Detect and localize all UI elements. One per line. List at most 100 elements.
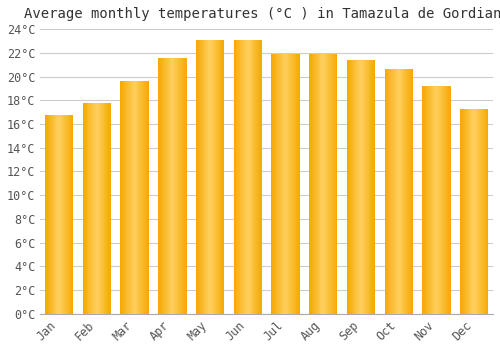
Bar: [406, 69, 407, 314]
Bar: [296, 54, 297, 314]
Bar: [464, 108, 465, 314]
Bar: [463, 108, 464, 314]
Bar: [310, 54, 311, 314]
Bar: [126, 81, 127, 314]
Bar: [472, 108, 473, 314]
Bar: [330, 54, 331, 314]
Bar: [331, 54, 332, 314]
Bar: [145, 81, 146, 314]
Bar: [220, 40, 222, 314]
Bar: [476, 108, 477, 314]
Bar: [347, 60, 348, 314]
Bar: [429, 86, 430, 314]
Bar: [180, 57, 181, 314]
Bar: [178, 57, 179, 314]
Bar: [448, 86, 450, 314]
Bar: [196, 40, 197, 314]
Bar: [438, 86, 440, 314]
Bar: [159, 57, 160, 314]
Bar: [128, 81, 129, 314]
Bar: [222, 40, 224, 314]
Bar: [410, 69, 411, 314]
Bar: [324, 54, 325, 314]
Bar: [280, 54, 281, 314]
Bar: [436, 86, 438, 314]
Bar: [434, 86, 436, 314]
Bar: [96, 103, 97, 314]
Bar: [108, 103, 109, 314]
Bar: [474, 108, 475, 314]
Bar: [352, 60, 354, 314]
Bar: [102, 103, 104, 314]
Bar: [336, 54, 338, 314]
Bar: [328, 54, 329, 314]
Title: Average monthly temperatures (°C ) in Tamazula de Gordiano: Average monthly temperatures (°C ) in Ta…: [24, 7, 500, 21]
Bar: [432, 86, 434, 314]
Bar: [295, 54, 296, 314]
Bar: [199, 40, 200, 314]
Bar: [325, 54, 326, 314]
Bar: [388, 69, 390, 314]
Bar: [404, 69, 406, 314]
Bar: [97, 103, 98, 314]
Bar: [146, 81, 147, 314]
Bar: [480, 108, 481, 314]
Bar: [177, 57, 178, 314]
Bar: [316, 54, 318, 314]
Bar: [98, 103, 99, 314]
Bar: [61, 114, 62, 314]
Bar: [293, 54, 294, 314]
Bar: [143, 81, 144, 314]
Bar: [49, 114, 50, 314]
Bar: [412, 69, 413, 314]
Bar: [84, 103, 86, 314]
Bar: [279, 54, 280, 314]
Bar: [202, 40, 203, 314]
Bar: [68, 114, 70, 314]
Bar: [236, 40, 238, 314]
Bar: [184, 57, 186, 314]
Bar: [461, 108, 462, 314]
Bar: [386, 69, 388, 314]
Bar: [348, 60, 350, 314]
Bar: [311, 54, 312, 314]
Bar: [65, 114, 66, 314]
Bar: [209, 40, 210, 314]
Bar: [354, 60, 356, 314]
Bar: [256, 40, 257, 314]
Bar: [297, 54, 298, 314]
Bar: [477, 108, 478, 314]
Bar: [356, 60, 357, 314]
Bar: [299, 54, 300, 314]
Bar: [444, 86, 445, 314]
Bar: [134, 81, 136, 314]
Bar: [275, 54, 276, 314]
Bar: [447, 86, 448, 314]
Bar: [59, 114, 60, 314]
Bar: [362, 60, 363, 314]
Bar: [462, 108, 463, 314]
Bar: [206, 40, 208, 314]
Bar: [213, 40, 214, 314]
Bar: [407, 69, 408, 314]
Bar: [54, 114, 56, 314]
Bar: [281, 54, 282, 314]
Bar: [141, 81, 142, 314]
Bar: [172, 57, 174, 314]
Bar: [250, 40, 252, 314]
Bar: [249, 40, 250, 314]
Bar: [292, 54, 293, 314]
Bar: [326, 54, 327, 314]
Bar: [372, 60, 374, 314]
Bar: [443, 86, 444, 314]
Bar: [460, 108, 461, 314]
Bar: [52, 114, 54, 314]
Bar: [465, 108, 466, 314]
Bar: [254, 40, 256, 314]
Bar: [211, 40, 212, 314]
Bar: [427, 86, 428, 314]
Bar: [398, 69, 400, 314]
Bar: [441, 86, 442, 314]
Bar: [482, 108, 484, 314]
Bar: [176, 57, 177, 314]
